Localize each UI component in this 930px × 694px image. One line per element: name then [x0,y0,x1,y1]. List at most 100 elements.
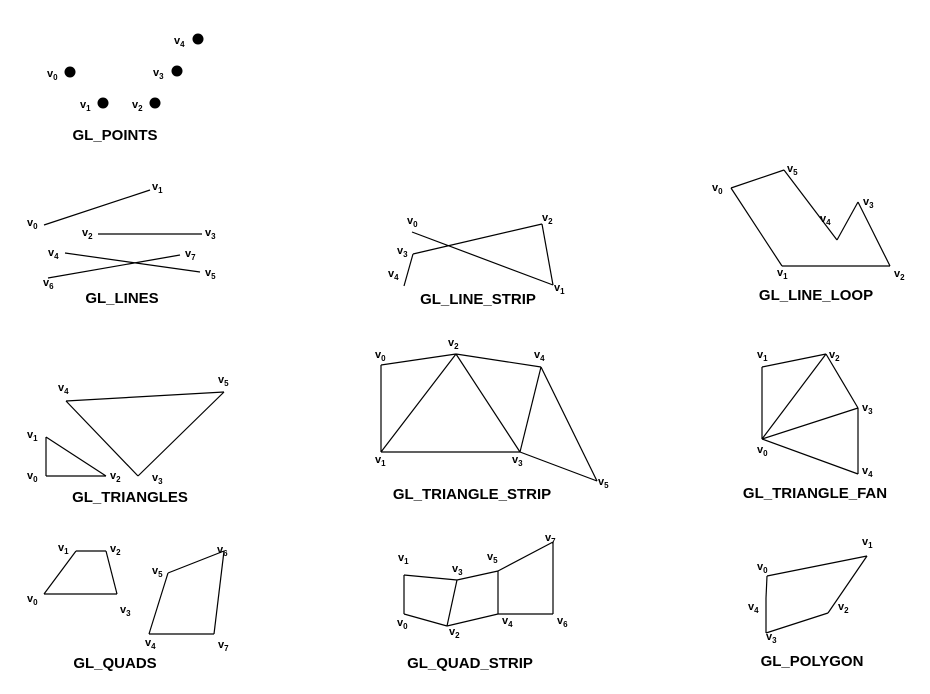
points-vertex-label-v2: v2 [132,99,143,113]
quad-strip-edge-v3-v5 [456,570,499,581]
polygon-edge-v4-v0 [765,575,768,599]
polygon-edge-v0-v1 [766,555,868,577]
lines-vertex-index-v4: 4 [54,252,59,261]
line-loop-vertex-index-v4: 4 [826,218,831,227]
polygon-vertex-index-v1: 1 [868,541,873,550]
points-vertex-label-v3: v3 [153,67,164,81]
polygon-vertex-label-v0: v0 [757,561,768,575]
lines-diagram: v0 v1 v2 v3 v4 v5 v6 v7 GL_LINES [27,181,216,307]
polygon-vertex-index-v0: 0 [763,566,768,575]
quad-strip-edge-v1-v3 [403,574,458,581]
line-loop-diagram: v0 v1 v2 v3 v4 v5 GL_LINE_LOOP [712,163,905,304]
lines-vertex-label-v1: v1 [152,181,163,195]
points-point-v1 [97,97,109,109]
lines-vertex-index-v6: 6 [49,282,54,291]
triangles-edge-v4-v5 [65,391,225,402]
triangle-fan-vertex-index-v3: 3 [868,407,873,416]
lines-vertex-index-v5: 5 [211,272,216,281]
points-vertex-label-v0: v0 [47,68,58,82]
quad-strip-vertex-label-v5: v5 [487,551,498,565]
line-strip-vertex-index-v4: 4 [394,273,399,282]
quad-strip-edge-v3-v2 [446,579,458,627]
lines-edge-v0-v1 [43,189,151,226]
line-loop-vertex-index-v1: 1 [783,272,788,281]
polygon-vertex-index-v4: 4 [754,606,759,615]
triangle-strip-edge-v2-v4 [455,353,542,368]
line-strip-edge-v1-v2 [541,223,554,286]
quad-strip-vertex-index-v7: 7 [551,537,556,546]
line-loop-vertex-index-v5: 5 [793,168,798,177]
triangle-strip-edge-v2-v0 [380,353,457,366]
polygon-diagram: v0 v1 v2 v3 v4 GL_POLYGON [748,536,873,670]
triangle-fan-edge-v2-v0 [761,353,827,440]
line-loop-edge-v2-v3 [857,201,891,267]
triangle-strip-edge-v1-v2 [380,353,457,453]
line-loop-edge-v5-v0 [730,169,785,189]
line-loop-vertex-label-v0: v0 [712,182,723,196]
line-strip-edge-v2-v3 [412,223,543,255]
triangles-vertex-label-v1: v1 [27,429,38,443]
quads-vertex-label-v2: v2 [110,543,121,557]
triangle-fan-vertex-index-v1: 1 [763,354,768,363]
points-point-v4 [192,33,204,45]
line-loop-edge-v0-v1 [730,187,783,267]
triangle-strip-vertex-label-v3: v3 [512,454,523,468]
triangle-strip-title: GL_TRIANGLE_STRIP [393,486,551,503]
quad-strip-edge-v5-v7 [497,541,554,572]
polygon-title: GL_POLYGON [761,653,864,670]
quad-strip-vertex-label-v4: v4 [502,615,513,629]
lines-vertex-index-v3: 3 [211,232,216,241]
triangle-strip-vertex-index-v5: 5 [604,481,609,490]
triangles-diagram: v0 v1 v2 v3 v4 v5 GL_TRIANGLES [27,374,229,506]
line-strip-vertex-index-v2: 2 [548,217,553,226]
triangle-fan-edge-v2-v3 [825,353,859,409]
triangle-fan-vertex-label-v3: v3 [862,402,873,416]
quad-strip-vertex-index-v6: 6 [563,620,568,629]
lines-vertex-label-v5: v5 [205,267,216,281]
quads-edge-v6-v7 [213,550,225,635]
quad-strip-edge-v4-v2 [446,613,499,627]
triangles-vertex-label-v5: v5 [218,374,229,388]
line-strip-edge-v0-v1 [411,231,554,286]
triangles-vertex-index-v3: 3 [158,477,163,486]
triangles-edge-v5-v3 [137,391,225,477]
line-strip-title: GL_LINE_STRIP [420,291,536,308]
triangle-strip-diagram: v0 v1 v2 v3 v4 v5 GL_TRIANGLE_STRIP [375,337,609,503]
lines-edge-v6-v7 [47,254,181,279]
quads-edge-v2-v3 [105,550,118,595]
quad-strip-vertex-index-v0: 0 [403,622,408,631]
triangle-strip-vertex-label-v2: v2 [448,337,459,351]
triangle-strip-vertex-label-v1: v1 [375,454,386,468]
triangle-fan-vertex-label-v0: v0 [757,444,768,458]
quad-strip-vertex-index-v3: 3 [458,568,463,577]
quads-vertex-index-v4: 4 [151,642,156,651]
line-loop-vertex-label-v2: v2 [894,268,905,282]
quads-edge-v5-v6 [167,550,225,574]
polygon-vertex-label-v2: v2 [838,601,849,615]
line-strip-edge-v3-v4 [403,253,414,287]
triangle-strip-vertex-index-v3: 3 [518,459,523,468]
quad-strip-vertex-index-v5: 5 [493,556,498,565]
triangles-vertex-label-v2: v2 [110,470,121,484]
points-point-v3 [171,65,183,77]
line-strip-vertex-index-v1: 1 [560,287,565,296]
lines-vertex-label-v7: v7 [185,248,196,262]
triangles-vertex-index-v1: 1 [33,434,38,443]
quads-vertex-index-v3: 3 [126,609,131,618]
quad-strip-vertex-index-v2: 2 [455,631,460,640]
triangle-fan-vertex-label-v4: v4 [862,465,873,479]
quad-strip-vertex-label-v6: v6 [557,615,568,629]
line-strip-vertex-label-v1: v1 [554,282,565,296]
line-loop-vertex-index-v3: 3 [869,201,874,210]
line-strip-vertex-label-v4: v4 [388,268,399,282]
points-vertex-index-v4: 4 [180,40,185,49]
line-loop-vertex-label-v3: v3 [863,196,874,210]
triangle-fan-vertex-index-v4: 4 [868,470,873,479]
points-vertex-index-v1: 1 [86,104,91,113]
polygon-vertex-index-v3: 3 [772,636,777,645]
line-loop-edge-v4-v5 [783,169,838,241]
triangle-strip-vertex-label-v5: v5 [598,476,609,490]
lines-vertex-index-v0: 0 [33,222,38,231]
